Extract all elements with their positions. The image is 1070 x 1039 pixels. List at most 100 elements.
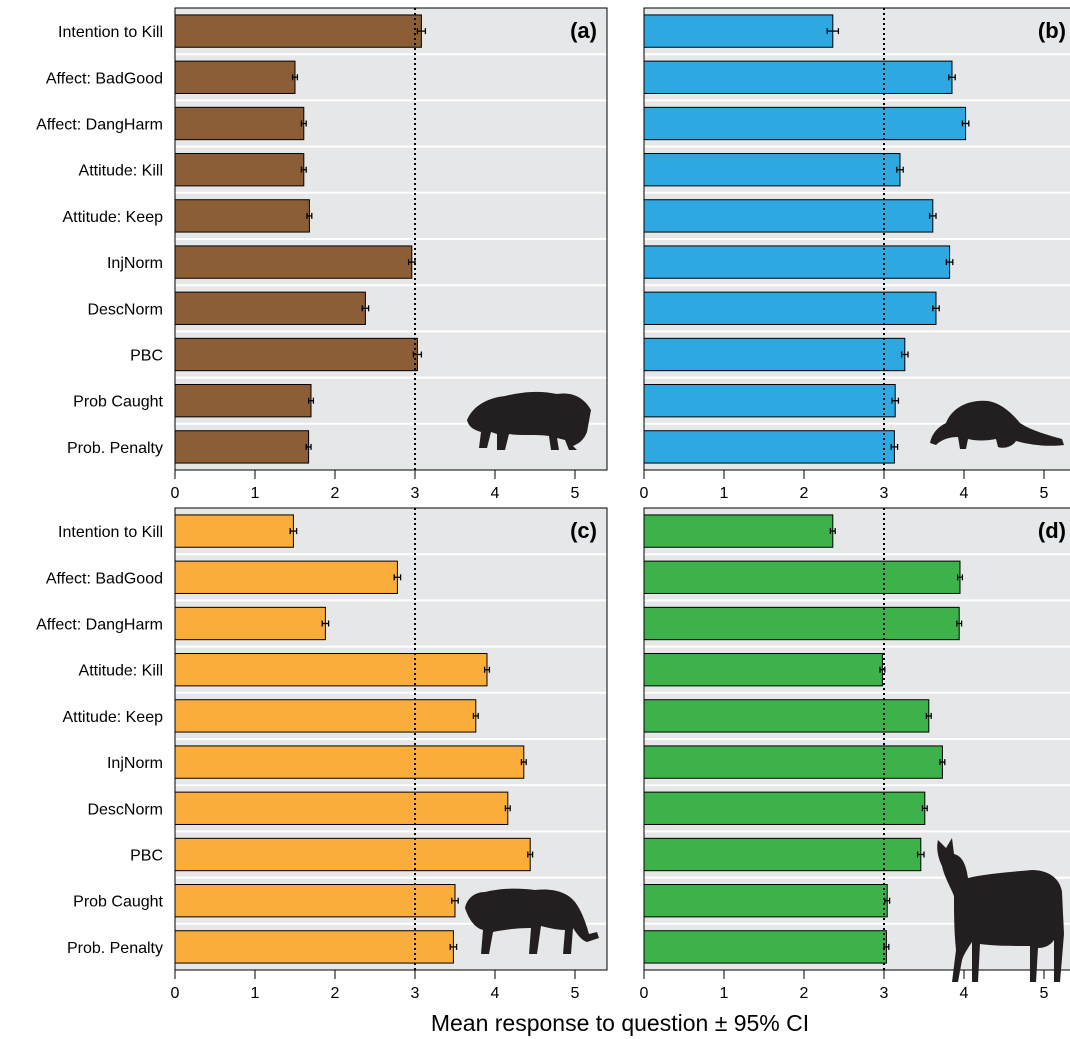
panel-border — [643, 507, 1070, 971]
x-tick-label: 4 — [491, 485, 500, 502]
bar — [174, 514, 294, 548]
category-label: Attitude: Kill — [79, 163, 163, 180]
bar — [174, 384, 312, 418]
tiger-icon — [465, 888, 599, 954]
error-bar — [916, 851, 925, 858]
category-label: InjNorm — [107, 755, 163, 772]
bar — [174, 699, 477, 733]
category-label: Attitude: Keep — [62, 709, 163, 726]
x-tick-label: 3 — [880, 485, 889, 502]
bar — [643, 745, 943, 779]
bar — [643, 106, 967, 141]
bar — [643, 291, 937, 325]
x-tick-label: 5 — [571, 485, 580, 502]
error-bar — [393, 574, 402, 581]
error-bar — [307, 397, 315, 404]
error-bar — [956, 620, 963, 627]
error-bar — [829, 528, 836, 535]
bar — [643, 560, 961, 594]
bar — [174, 106, 305, 141]
category-label: DescNorm — [87, 801, 163, 818]
bar — [174, 199, 310, 233]
bar — [643, 606, 960, 641]
bar — [174, 606, 326, 641]
error-bar — [932, 305, 940, 312]
error-bar — [321, 620, 330, 627]
x-tick-label: 2 — [800, 985, 809, 1002]
error-bar — [891, 397, 900, 404]
x-tick-label: 3 — [880, 985, 889, 1002]
bar — [174, 337, 418, 372]
bar — [643, 337, 906, 372]
x-tick-label: 3 — [411, 985, 420, 1002]
pangolin-icon — [930, 400, 1064, 449]
x-tick-label: 5 — [571, 985, 580, 1002]
error-bar — [449, 943, 458, 950]
panel-border — [174, 7, 608, 471]
x-tick-label: 4 — [491, 985, 500, 1002]
bar — [643, 653, 883, 687]
bar — [643, 884, 888, 918]
bar — [174, 14, 422, 48]
panel-3: Intention to Kill Affect: BadGood Affect: … — [36, 507, 608, 1002]
error-bar — [291, 74, 299, 81]
bar — [643, 791, 926, 825]
x-tick-label: 5 — [1040, 985, 1049, 1002]
error-bar — [306, 212, 313, 219]
x-tick-label: 0 — [640, 985, 649, 1002]
x-tick-label: 1 — [720, 485, 729, 502]
category-label: Prob. Penalty — [67, 440, 163, 457]
error-bar — [921, 805, 928, 812]
category-label: InjNorm — [107, 255, 163, 272]
error-bar — [416, 28, 427, 35]
error-bar — [300, 166, 307, 173]
category-label: Prob. Penalty — [67, 940, 163, 957]
panel-label: (b) — [1038, 18, 1066, 43]
bar — [643, 153, 901, 187]
bar — [174, 560, 398, 594]
error-bar — [890, 443, 899, 450]
bar — [174, 791, 509, 825]
bar — [643, 837, 922, 872]
error-bar — [289, 528, 298, 535]
x-tick-label: 1 — [251, 985, 260, 1002]
panel-label: (a) — [570, 18, 597, 43]
error-bar — [896, 166, 904, 173]
panel-border — [643, 7, 1070, 471]
x-tick-label: 2 — [800, 485, 809, 502]
error-bar — [504, 805, 511, 812]
panels: Intention to Kill Affect: BadGood Affect: … — [36, 7, 1070, 1002]
bar — [643, 60, 953, 94]
category-label: Prob Caught — [73, 894, 163, 911]
bar — [643, 699, 930, 733]
bar — [174, 60, 296, 94]
x-tick-label: 5 — [1040, 485, 1049, 502]
x-axis-title: Mean response to question ± 95% CI — [431, 1010, 809, 1036]
category-label: Attitude: Kill — [79, 663, 163, 680]
category-label: PBC — [130, 348, 163, 365]
error-bar — [300, 120, 307, 127]
category-label: Affect: BadGood — [46, 570, 163, 587]
x-tick-label: 2 — [331, 485, 340, 502]
error-bar — [527, 851, 534, 858]
panel-4: 0 1 2 3 4 5 (d) — [640, 507, 1070, 1002]
panel-2: 0 1 2 3 4 5 (b) — [640, 7, 1070, 502]
category-label: PBC — [130, 848, 163, 865]
category-label: Affect: DangHarm — [36, 117, 163, 134]
x-tick-label: 0 — [171, 985, 180, 1002]
bar — [643, 384, 896, 418]
error-bar — [961, 120, 970, 127]
bar — [174, 837, 531, 872]
panel-1: Intention to Kill Affect: BadGood Affect: … — [36, 7, 608, 502]
x-tick-label: 4 — [960, 485, 969, 502]
panel-label: (c) — [570, 518, 597, 543]
bar — [643, 430, 895, 464]
error-bar — [956, 574, 964, 581]
category-label: Intention to Kill — [58, 24, 163, 41]
error-bar — [948, 74, 956, 81]
bar — [643, 199, 934, 233]
error-bar — [900, 351, 909, 358]
error-bar — [520, 759, 527, 766]
category-label: Affect: DangHarm — [36, 617, 163, 634]
